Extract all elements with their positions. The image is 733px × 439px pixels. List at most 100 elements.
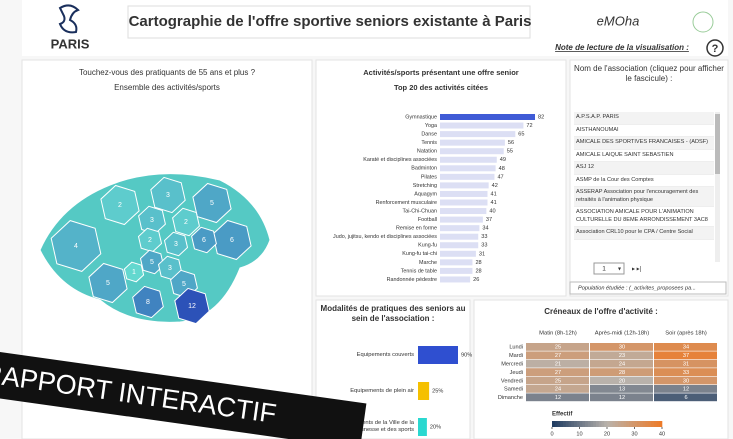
activity-value: 56 — [508, 140, 514, 146]
activity-bar — [440, 242, 479, 249]
pager-drop[interactable]: ▾ — [618, 267, 621, 273]
activity-label: Natation — [417, 149, 437, 155]
heat-cell — [526, 343, 589, 351]
help-icon[interactable]: ? — [712, 43, 719, 55]
legend-swatch — [587, 421, 591, 427]
association-item[interactable]: Association CRL10 pour le CPA / Centre S… — [574, 227, 714, 240]
legend-swatch — [557, 421, 561, 427]
heat-value: 20 — [619, 378, 625, 384]
association-item[interactable]: ASSERAP Association pour l'encouragement… — [574, 187, 714, 207]
column-header: Matin (8h-12h) — [539, 331, 577, 337]
modality-label: Equipements de la Ville de la jeunesse e… — [339, 420, 414, 433]
legend-swatch — [604, 421, 608, 427]
legend-swatch — [582, 421, 586, 427]
activity-value: 49 — [500, 157, 506, 163]
page-title: Cartographie de l'offre sportive seniors… — [129, 13, 532, 30]
schedule-heatmap: Matin (8h-12h) Après-midi (12h-18h) Soir (… — [498, 331, 717, 437]
arrondissement-value: 3 — [150, 217, 154, 224]
arrondissement — [172, 207, 200, 237]
arrondissement-value: 5 — [150, 259, 154, 266]
activity-label: Tennis de table — [401, 268, 437, 274]
arrondissement-value: 3 — [168, 265, 172, 272]
row-label: Lundi — [509, 345, 523, 351]
column-header: Soir (après 18h) — [665, 331, 707, 337]
heat-value: 30 — [619, 345, 625, 351]
map-subtitle: Ensemble des activités/sports — [114, 83, 220, 92]
legend-swatch — [640, 421, 644, 427]
heat-value: 24 — [619, 361, 625, 367]
scroll-thumb[interactable] — [715, 114, 720, 174]
note-link[interactable]: Note de lecture de la visualisation : — [555, 43, 689, 52]
pager[interactable] — [593, 262, 625, 275]
activity-value: 34 — [482, 226, 488, 232]
activity-bar — [440, 190, 488, 197]
activity-bar — [440, 122, 524, 129]
legend-swatch — [571, 421, 575, 427]
activities-title: Activités/sports présentant une offre se… — [363, 68, 519, 77]
scrollbar[interactable] — [715, 112, 720, 262]
arrondissement — [132, 285, 164, 319]
modality-value: 90% — [461, 352, 472, 358]
heat-value: 25 — [555, 345, 561, 351]
legend-swatch — [651, 421, 655, 427]
activity-bar — [440, 165, 496, 172]
activity-value: 47 — [497, 174, 503, 180]
association-item[interactable]: AMICALE DES SPORTIVES FRANCAISES - (ADSF… — [574, 137, 714, 150]
activity-value: 26 — [473, 277, 479, 283]
arrondissement-value: 3 — [174, 241, 178, 248]
schedule-title: Créneaux de l'offre d'activité : — [544, 307, 658, 316]
legend-swatch — [653, 421, 657, 427]
activity-bar — [440, 276, 471, 283]
association-item[interactable]: AMICALE LAIQUE SAINT SEBASTIEN — [574, 150, 714, 162]
pager-page[interactable]: 1 — [602, 266, 606, 273]
activity-value: 82 — [538, 114, 544, 120]
activity-label: Yoga — [425, 123, 437, 129]
modality-label: Equipements couverts — [356, 351, 414, 358]
legend-swatch — [620, 421, 624, 427]
tooltip — [569, 281, 727, 295]
row-label: Samedi — [504, 387, 523, 393]
activity-value: 42 — [492, 183, 498, 189]
activity-value: 55 — [507, 149, 513, 155]
associations-title: Nom de l'association (cliquez pour affic… — [574, 64, 724, 83]
heat-value: 27 — [555, 353, 561, 359]
heat-value: 28 — [619, 370, 625, 376]
legend-swatch — [565, 421, 569, 427]
legend-swatch — [612, 421, 616, 427]
legend-swatch — [618, 421, 622, 427]
arrondissement — [50, 220, 102, 272]
legend-tick-label: 0 — [550, 431, 553, 437]
activity-value: 41 — [491, 191, 497, 197]
legend-swatch — [607, 421, 611, 427]
activity-bar — [440, 131, 516, 138]
activity-value: 65 — [518, 132, 524, 138]
activity-bar — [440, 233, 479, 240]
legend-tick-label: 30 — [631, 431, 637, 437]
modality-label-box: Equipements de plein air — [350, 388, 414, 394]
heat-value: 31 — [683, 361, 689, 367]
legend-swatch — [596, 421, 600, 427]
association-item[interactable]: ASJ 12 — [574, 162, 714, 175]
association-item[interactable]: A.P.S.A.P. PARIS — [574, 112, 714, 125]
heat-value: 12 — [555, 395, 561, 401]
activity-bar — [440, 148, 504, 155]
arrondissement-value: 1 — [132, 269, 136, 276]
heat-cell — [526, 359, 589, 368]
heat-value: 25 — [555, 378, 561, 384]
activity-label: Pilates — [421, 174, 437, 180]
association-item[interactable]: AISTHANOUMAI — [574, 125, 714, 137]
activity-value: 28 — [475, 268, 481, 274]
activity-bar — [440, 259, 473, 266]
arrondissement-value: 5 — [182, 281, 186, 288]
banner-bg — [0, 346, 367, 439]
associations-panel — [569, 59, 729, 297]
association-item[interactable]: ASSOCIATION AMICALE POUR L'ANIMATION CUL… — [574, 207, 714, 227]
heat-cell — [590, 359, 653, 368]
help-button[interactable] — [706, 39, 724, 57]
association-item[interactable]: ASMP de la Cour des Comptes — [574, 175, 714, 187]
heat-cell — [654, 385, 717, 393]
column-header: Après-midi (12h-18h) — [595, 331, 650, 337]
modality-bar — [418, 346, 458, 364]
pager-next[interactable]: ▸ ▸| — [632, 267, 642, 273]
activity-label: Renforcement musculaire — [376, 200, 437, 206]
